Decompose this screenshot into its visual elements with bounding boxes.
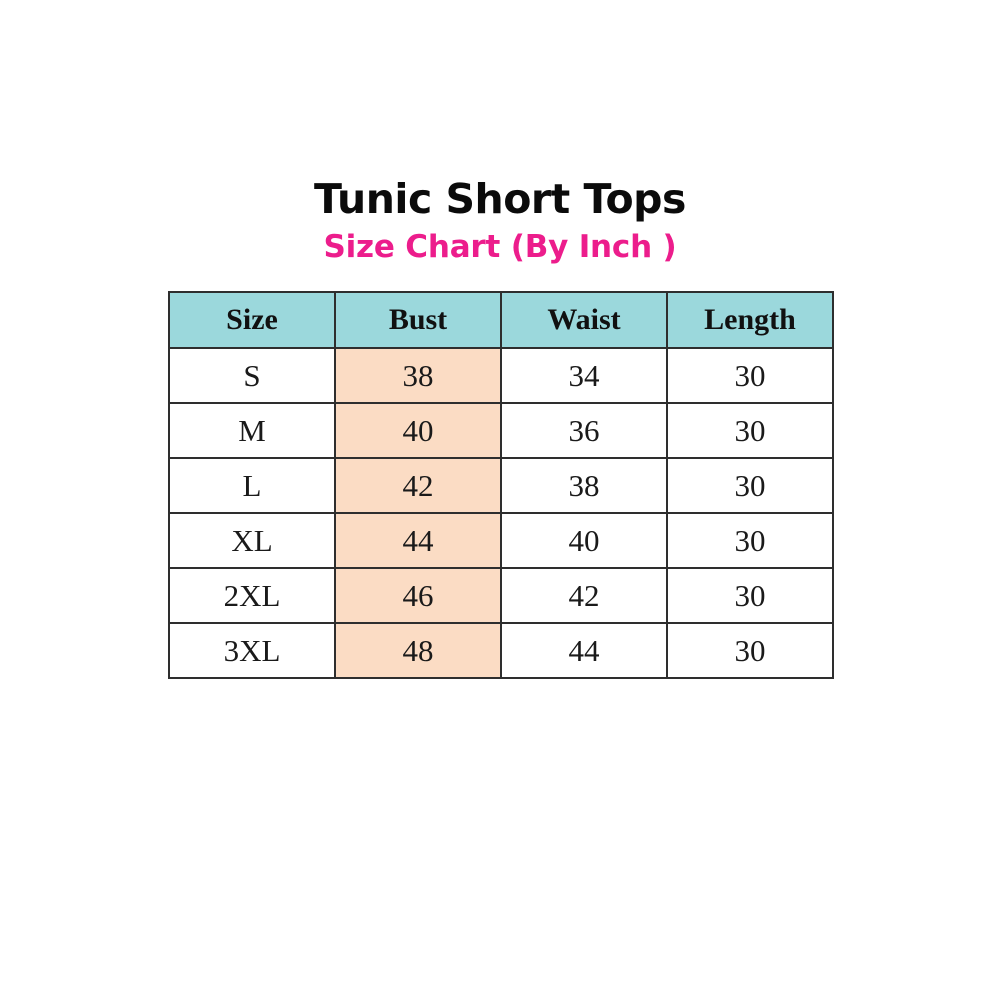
cell-bust: 40 — [334, 402, 502, 459]
cell-waist: 34 — [500, 347, 668, 404]
cell-length: 30 — [666, 347, 834, 404]
cell-size: S — [168, 347, 336, 404]
cell-size: L — [168, 457, 336, 514]
page-title: Tunic Short Tops — [314, 175, 686, 223]
column-header-bust: Bust — [334, 291, 502, 349]
cell-length: 30 — [666, 567, 834, 624]
cell-bust: 44 — [334, 512, 502, 569]
column-header-waist: Waist — [500, 291, 668, 349]
cell-bust: 46 — [334, 567, 502, 624]
cell-bust: 42 — [334, 457, 502, 514]
cell-waist: 36 — [500, 402, 668, 459]
cell-size: 2XL — [168, 567, 336, 624]
cell-size: M — [168, 402, 336, 459]
table-body: S 38 34 30 M 40 36 30 L 42 38 30 — [168, 347, 834, 679]
cell-length: 30 — [666, 457, 834, 514]
size-chart-table: Size Bust Waist Length S 38 34 30 M 40 3… — [168, 291, 834, 679]
table-row: 2XL 46 42 30 — [168, 567, 834, 624]
size-chart-table-wrapper: Size Bust Waist Length S 38 34 30 M 40 3… — [168, 291, 834, 679]
cell-waist: 44 — [500, 622, 668, 679]
cell-size: 3XL — [168, 622, 336, 679]
page-subtitle: Size Chart (By Inch ) — [323, 229, 677, 265]
table-row: 3XL 48 44 30 — [168, 622, 834, 679]
cell-waist: 40 — [500, 512, 668, 569]
cell-length: 30 — [666, 402, 834, 459]
table-header: Size Bust Waist Length — [168, 291, 834, 349]
cell-waist: 42 — [500, 567, 668, 624]
table-row: XL 44 40 30 — [168, 512, 834, 569]
column-header-size: Size — [168, 291, 336, 349]
table-row: S 38 34 30 — [168, 347, 834, 404]
cell-bust: 48 — [334, 622, 502, 679]
cell-waist: 38 — [500, 457, 668, 514]
column-header-length: Length — [666, 291, 834, 349]
cell-length: 30 — [666, 512, 834, 569]
title-block: Tunic Short Tops Size Chart (By Inch ) — [0, 176, 1000, 266]
table-header-row: Size Bust Waist Length — [168, 291, 834, 349]
cell-length: 30 — [666, 622, 834, 679]
table-row: M 40 36 30 — [168, 402, 834, 459]
table-row: L 42 38 30 — [168, 457, 834, 514]
cell-size: XL — [168, 512, 336, 569]
cell-bust: 38 — [334, 347, 502, 404]
